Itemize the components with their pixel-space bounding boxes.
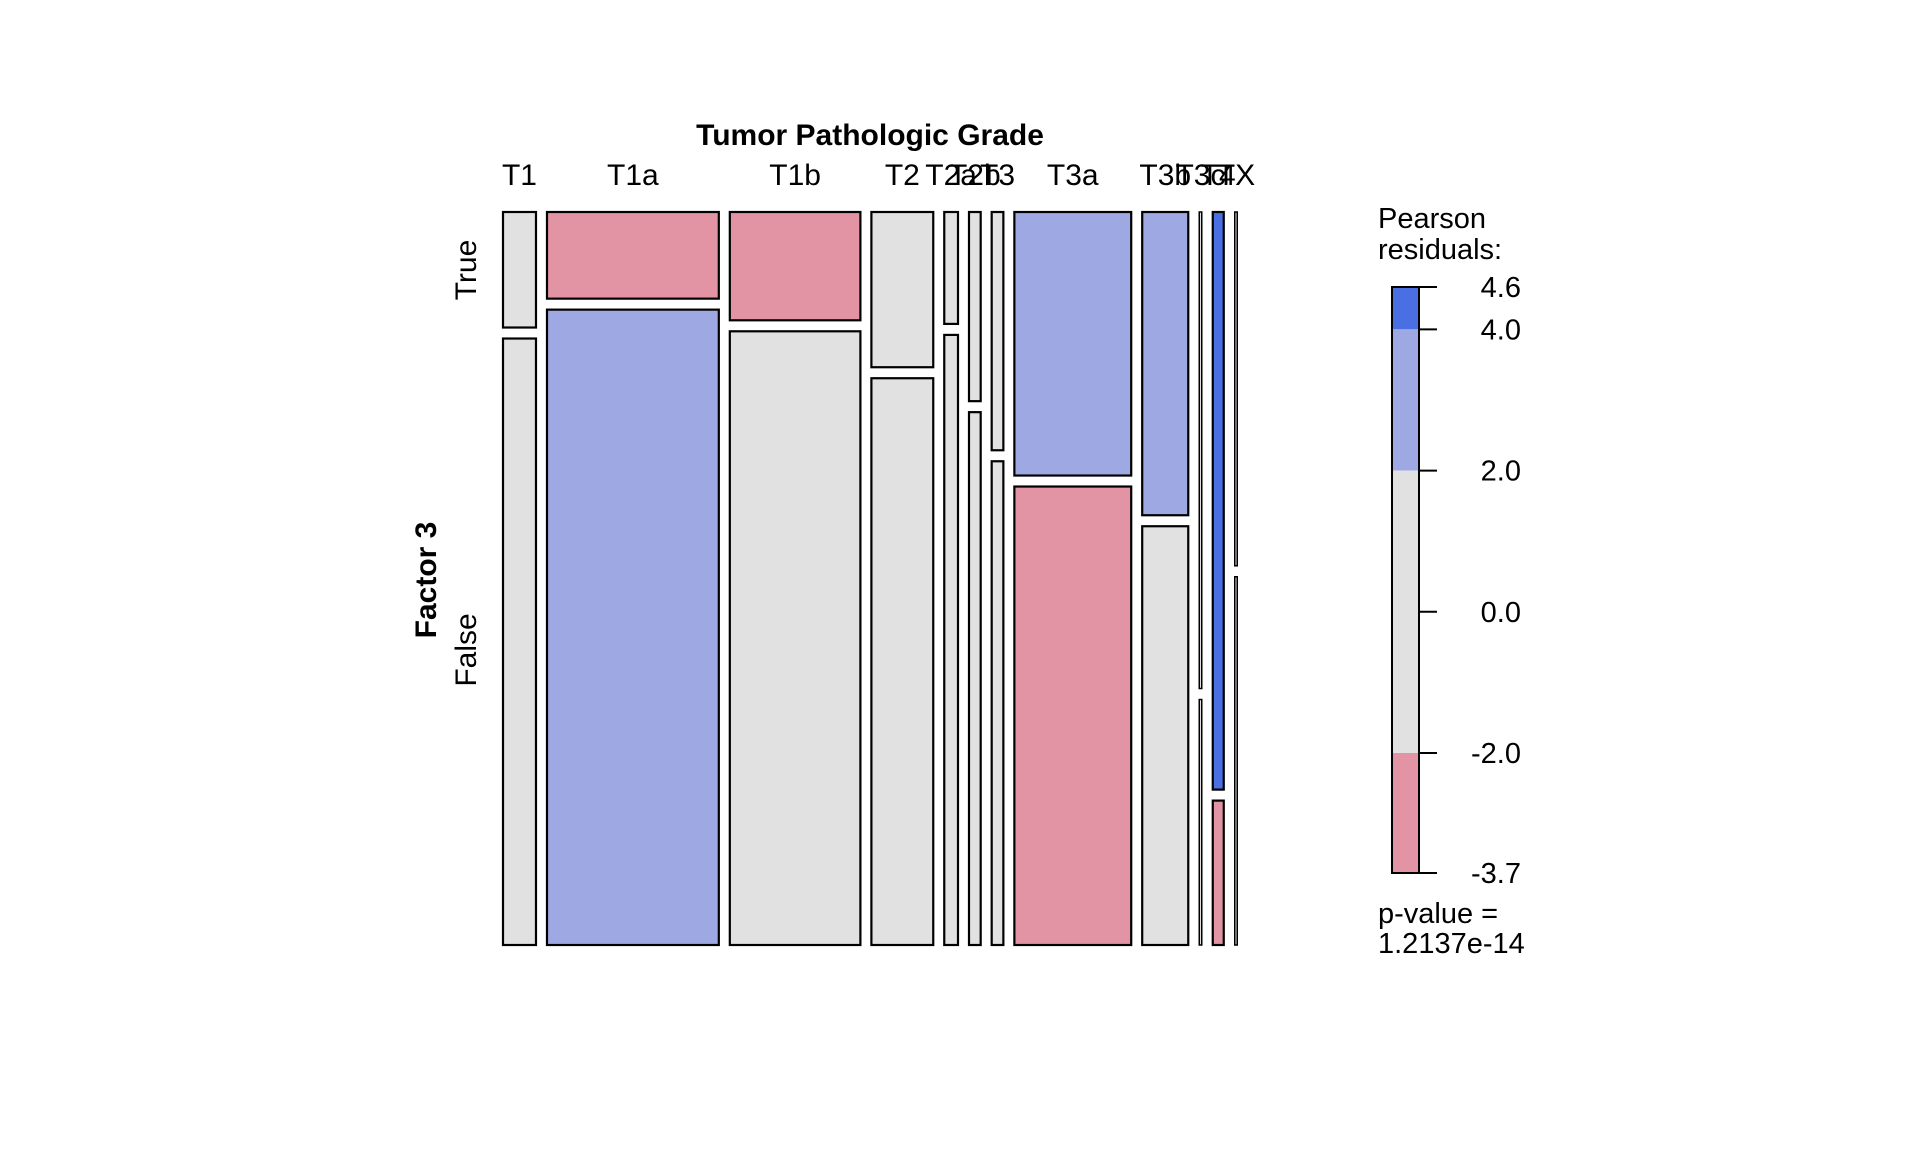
tile-T3b-false [1141,525,1190,947]
tile-T3c-true [1198,211,1203,690]
legend-tick-label: 4.0 [1481,314,1521,346]
tile-TX-false [1234,576,1239,946]
chart-title: Tumor Pathologic Grade [696,119,1044,152]
y-tick-labels: True False [450,240,483,687]
legend-band [1392,470,1419,753]
legend-band [1392,287,1419,330]
legend-color-bar [1391,286,1420,874]
tile-T2b-false [967,411,982,947]
y-tick-label: False [450,613,483,686]
tile-T3c-false [1198,698,1203,946]
tile-T2-true [870,210,935,369]
tile-T3b-true [1141,210,1190,517]
x-tick-label: T2b [949,159,1001,192]
x-tick-label: T3c [1175,159,1225,192]
pvalue-label: p-value = [1378,898,1498,930]
tile-T1b-false [728,330,862,947]
x-tick-label: T1 [502,159,537,192]
tile-T1a-true [545,210,720,300]
legend-tick-label: -3.7 [1471,858,1521,890]
legend-tick-label: 4.6 [1481,272,1521,304]
x-tick-label: T3a [1047,159,1099,192]
x-tick-label: T1b [769,159,821,192]
tile-T2a-false [943,333,960,947]
legend-band [1392,752,1419,873]
legend: Pearson residuals: 4.64.02.00.0-2.0-3.7 … [1378,203,1525,960]
x-tick-label: T2a [925,159,977,192]
tile-T1-false [501,337,538,947]
legend-bar-outline [1391,286,1420,874]
tile-T3a-true [1013,210,1133,477]
legend-title-line2: residuals: [1378,234,1502,266]
legend-title-line1: Pearson [1378,203,1486,235]
tile-T1b-true [728,210,862,322]
x-tick-label: TX [1217,159,1255,192]
tile-T2a-true [943,210,960,326]
tile-T3-true [990,210,1005,452]
pvalue-value: 1.2137e-14 [1378,928,1525,960]
tile-T3-false [990,460,1005,947]
legend-ticks: 4.6 4.0 2.0 0.0 -2.0 -3.7 [1419,272,1521,890]
tile-T1a-false [545,308,720,947]
tile-T2-false [870,377,935,947]
tile-TX-true [1234,211,1239,567]
legend-tick-label: 0.0 [1481,597,1521,629]
y-axis-title: Factor 3 [410,522,443,639]
tile-T1-true [501,210,538,329]
x-tick-label: T3b [1139,159,1191,192]
y-tick-label: True [450,240,483,301]
x-tick-label: T1a [607,159,659,192]
tile-T3a-false [1013,485,1133,947]
x-tick-label: T4 [1201,159,1236,192]
tile-T2b-true [967,210,982,403]
tile-T4-false [1211,799,1225,947]
x-tick-label: T3 [980,159,1015,192]
mosaic-tiles [501,210,1239,947]
legend-tick-label: 2.0 [1481,456,1521,488]
legend-band [1392,329,1419,471]
tile-T4-true [1211,210,1225,791]
legend-tick-label: -2.0 [1471,738,1521,770]
x-tick-label: T2 [885,159,920,192]
